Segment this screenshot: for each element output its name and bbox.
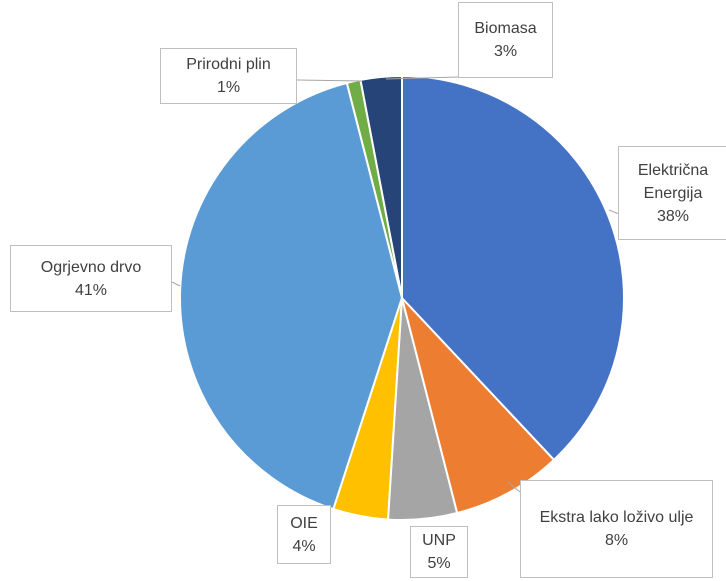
data-label: Ogrjevno drvo 41% <box>10 245 172 312</box>
category-label: Električna Energija <box>637 161 709 202</box>
leader-line <box>296 79 363 82</box>
data-label: OIE 4% <box>277 505 331 564</box>
value-label: 41% <box>74 281 108 299</box>
value-label: 8% <box>604 532 629 549</box>
data-label: Ekstra lako loživo ulje 8% <box>520 480 713 578</box>
pie-slice <box>401 74 625 462</box>
leader-line <box>171 281 181 287</box>
value-label: 5% <box>427 555 451 572</box>
data-label: Biomasa 3% <box>458 2 553 78</box>
category-label: UNP <box>422 532 456 549</box>
data-label: Električna Energija 38% <box>618 146 726 240</box>
leader-line <box>608 209 620 215</box>
value-label: 38% <box>656 207 690 225</box>
data-label: Prirodni plin 1% <box>160 48 297 104</box>
category-label: OIE <box>290 514 318 532</box>
category-label: Prirodni plin <box>186 56 271 73</box>
value-label: 3% <box>493 43 518 60</box>
value-label: 4% <box>292 537 316 555</box>
data-label: UNP 5% <box>410 526 468 578</box>
leader-line <box>507 481 521 493</box>
value-label: 1% <box>216 79 241 96</box>
pie-slice <box>401 297 556 515</box>
pie-slice <box>179 81 404 511</box>
leader-line <box>385 76 459 80</box>
category-label: Biomasa <box>474 20 537 37</box>
category-label: Ekstra lako loživo ulje <box>539 509 694 526</box>
category-label: Ogrjevno drvo <box>40 258 142 276</box>
